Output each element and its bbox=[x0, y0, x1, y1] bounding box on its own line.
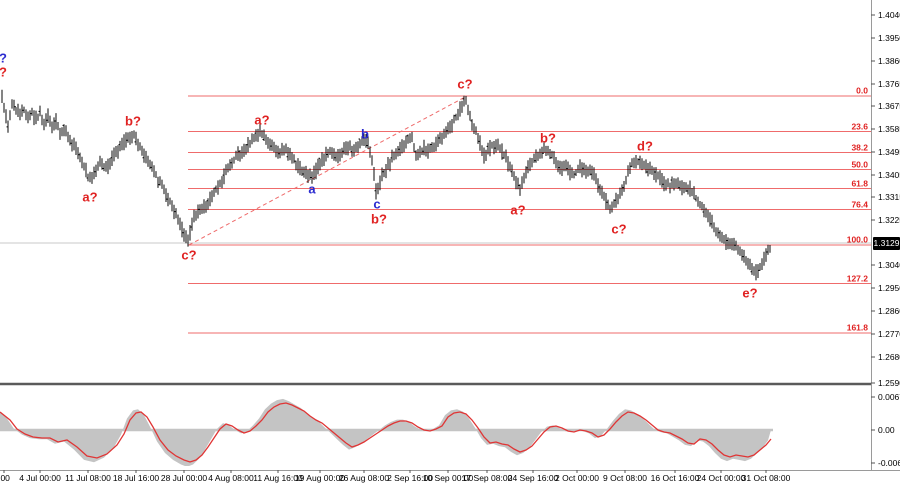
wave-label: a? bbox=[510, 202, 526, 218]
time-axis-label: 24 Sep 16:00 bbox=[507, 473, 559, 483]
wave-label: b? bbox=[371, 211, 387, 227]
fib-level-label: 38.2 bbox=[851, 142, 868, 152]
wave-label: e? bbox=[742, 285, 758, 301]
wave-label: d? bbox=[637, 138, 653, 154]
price-axis-label: 1.3225 bbox=[878, 215, 900, 225]
fib-level-label: 61.8 bbox=[851, 178, 868, 188]
wave-label: b? bbox=[540, 130, 556, 146]
time-axis-label: 26 Aug 08:00 bbox=[338, 473, 390, 483]
time-axis-label: 17 Sep 08:00 bbox=[461, 473, 513, 483]
price-axis-label: 1.3495 bbox=[878, 147, 900, 157]
fib-level-label: 0.0 bbox=[856, 85, 868, 96]
wave-label: b? bbox=[125, 113, 141, 129]
time-axis-label: 18 Jul 16:00 bbox=[112, 473, 160, 483]
wave-label: b bbox=[361, 126, 369, 142]
indicator-axis-label: -0.00668 bbox=[878, 458, 900, 468]
fib-level-label: 50.0 bbox=[851, 159, 868, 169]
price-axis-label: 1.3860 bbox=[878, 56, 900, 66]
price-axis-label: 1.3315 bbox=[878, 192, 900, 202]
price-axis-label: 1.4040 bbox=[878, 10, 900, 20]
wave-label: c? bbox=[181, 247, 197, 263]
time-axis-label: 24 Oct 00:00 bbox=[696, 473, 746, 483]
time-axis-label: 4 Jul 00:00 bbox=[19, 473, 61, 483]
price-axis-label: 1.3585 bbox=[878, 124, 900, 134]
indicator-axis-label: 0.00 bbox=[878, 425, 895, 435]
time-axis-label: 19 Aug 00:00 bbox=[294, 473, 346, 483]
wave-label: ? bbox=[0, 52, 7, 65]
time-axis-label: 9 Oct 08:00 bbox=[603, 473, 647, 483]
wave-label: a bbox=[308, 181, 316, 197]
price-axis-label: 1.3405 bbox=[878, 170, 900, 180]
price-axis-label: 1.2680 bbox=[878, 352, 900, 362]
price-axis-label: 1.3765 bbox=[878, 79, 900, 89]
current-price-badge: 1.3129 bbox=[873, 237, 900, 250]
time-axis-label: :00 bbox=[0, 473, 10, 483]
fib-level-label: 23.6 bbox=[851, 121, 868, 131]
time-axis-label: 10 Sep 00:00 bbox=[422, 473, 474, 483]
fib-level-label: 127.2 bbox=[846, 273, 868, 283]
time-axis-label: 31 Oct 08:00 bbox=[741, 473, 791, 483]
wave-label: c? bbox=[457, 76, 473, 92]
wave-label: a? bbox=[254, 112, 270, 128]
time-axis-label: 16 Oct 16:00 bbox=[650, 473, 700, 483]
fib-level-label: 76.4 bbox=[851, 199, 868, 209]
fib-level-label: 161.8 bbox=[846, 322, 868, 333]
price-axis-label: 1.3040 bbox=[878, 260, 900, 270]
wave-label: a? bbox=[82, 189, 98, 205]
time-axis-label: 2 Oct 00:00 bbox=[555, 473, 599, 483]
time-axis-label: 4 Aug 08:00 bbox=[208, 473, 254, 483]
wave-label: c? bbox=[611, 221, 627, 237]
time-axis-label: 11 Jul 08:00 bbox=[65, 473, 111, 483]
wave-label: ? bbox=[0, 66, 7, 79]
indicator-axis-label: 0.00678 bbox=[878, 392, 900, 402]
price-axis-label: 1.2770 bbox=[878, 329, 900, 339]
time-axis-label: 28 Jul 00:00 bbox=[160, 473, 208, 483]
price-axis-label: 1.2950 bbox=[878, 283, 900, 293]
wave-label: c bbox=[373, 196, 381, 212]
fib-level-label: 100.0 bbox=[846, 234, 868, 245]
price-axis-label: 1.3950 bbox=[878, 33, 900, 43]
price-axis-label: 1.3675 bbox=[878, 101, 900, 111]
price-axis-label: 1.2860 bbox=[878, 306, 900, 316]
time-axis-label: 11 Aug 16:00 bbox=[253, 473, 303, 483]
time-axis-label: 2 Sep 16:00 bbox=[387, 473, 433, 483]
